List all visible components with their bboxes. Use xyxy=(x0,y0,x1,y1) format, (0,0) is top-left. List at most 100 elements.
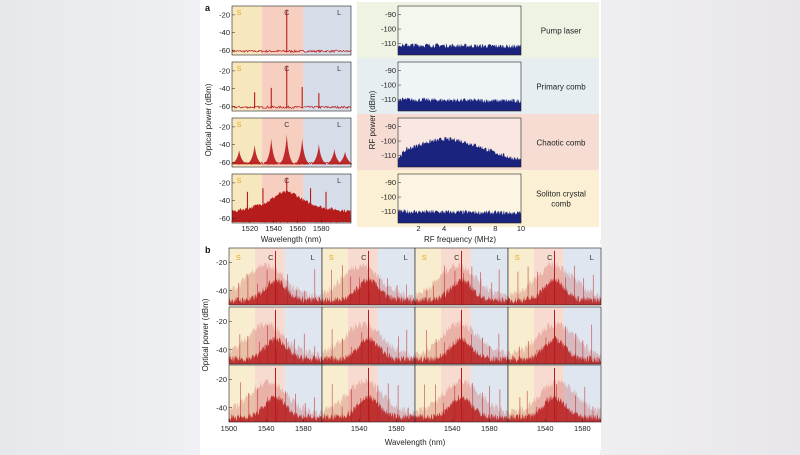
optical-plot-row-2: SCL-20-40-60 xyxy=(219,61,352,112)
band-s-region xyxy=(508,365,535,422)
rf-xtick-label: 2 xyxy=(416,224,420,233)
chaotic-comb-lobe-6 xyxy=(311,143,327,165)
band-label-l: L xyxy=(497,253,501,262)
band-label-s: S xyxy=(237,122,242,129)
b-ytick-label: -20 xyxy=(216,375,227,384)
band-label-s: S xyxy=(422,253,427,262)
chaotic-comb-lobe-1 xyxy=(231,150,247,165)
b-xtick-label: 1540 xyxy=(444,424,461,433)
spectrum-cell-r3-c3 xyxy=(414,364,509,423)
band-s-region xyxy=(322,248,349,305)
rf-ytick-label: -110 xyxy=(382,207,396,216)
band-l-region xyxy=(303,62,351,111)
spectrum-cell-r2-c1 xyxy=(228,306,323,365)
optical-xtick-label: 1540 xyxy=(265,224,282,233)
b-xtick-label: 1500 xyxy=(221,424,238,433)
panel-b-label: b xyxy=(205,245,211,255)
band-label-s: S xyxy=(515,253,520,262)
rf-row-label: Chaotic comb xyxy=(537,139,586,148)
band-label-c: C xyxy=(454,253,460,262)
panel-b-y-axis-title: Optical power (dBm) xyxy=(201,298,210,371)
b-xtick-label: 1540 xyxy=(351,424,368,433)
rf-plot-row-2: -90 -100 -110 Primary comb xyxy=(357,58,599,115)
optical-ytick-label: -40 xyxy=(219,28,230,37)
panel-a-label: a xyxy=(205,3,211,13)
rf-noise-spectrum xyxy=(398,42,521,55)
rf-ytick-label: -110 xyxy=(382,151,396,160)
spectrum-cell-r2-c3 xyxy=(414,306,509,365)
band-label-l: L xyxy=(337,178,341,185)
rf-ytick-label: -100 xyxy=(381,193,396,202)
optical-ytick-label: -60 xyxy=(219,46,230,55)
optical-xtick-label: 1560 xyxy=(289,224,306,233)
rf-ytick-label: -90 xyxy=(385,66,396,75)
optical-ytick-label: -60 xyxy=(219,102,230,111)
band-label-s: S xyxy=(237,178,242,185)
rf-plot-row-3: -90 -100 -110 Chaotic comb xyxy=(357,114,599,171)
band-c-region xyxy=(261,6,304,55)
rf-ytick-label: -100 xyxy=(381,81,396,90)
rf-ytick-label: -110 xyxy=(382,95,396,104)
soliton-comb-envelope xyxy=(232,190,351,223)
rf-xtick-label: 4 xyxy=(442,224,446,233)
optical-plot-frame xyxy=(231,61,352,112)
optical-ytick-label: -20 xyxy=(219,10,230,19)
band-s-region xyxy=(229,307,256,364)
chaotic-comb-lobe-7 xyxy=(326,149,342,165)
band-label-l: L xyxy=(404,253,408,262)
band-s-region xyxy=(415,248,442,305)
optical-plot-frame xyxy=(231,5,352,56)
spectrum-cell-r2-c2 xyxy=(321,306,416,365)
band-l-region xyxy=(303,6,351,55)
optical-plot-row-3: S C L -20 -40 -60 xyxy=(219,117,353,168)
band-s-region xyxy=(232,62,262,111)
optical-ytick-label: -60 xyxy=(219,214,230,223)
rf-noise-spectrum xyxy=(398,209,521,223)
rf-ytick-label: -90 xyxy=(385,10,396,19)
chaotic-comb-lobe-3 xyxy=(263,138,279,165)
optical-noise-floor xyxy=(231,105,351,110)
rf-ytick-label: -100 xyxy=(381,137,396,146)
band-s-region xyxy=(322,365,349,422)
band-label-l: L xyxy=(590,253,594,262)
b-xtick-label: 1540 xyxy=(537,424,554,433)
b-ytick-label: -20 xyxy=(216,258,227,267)
band-label-c: C xyxy=(547,253,553,262)
b-xtick-label: 1540 xyxy=(258,424,275,433)
b-ytick-label: -20 xyxy=(216,317,227,326)
band-c-region xyxy=(261,62,304,111)
b-xtick-label: 1580 xyxy=(574,424,591,433)
panel-b-x-axis-title: Wavelength (nm) xyxy=(385,438,446,447)
band-label-s: S xyxy=(237,66,242,73)
band-label-c: C xyxy=(268,253,274,262)
rf-row-label: Primary comb xyxy=(536,83,586,92)
optical-noise-floor xyxy=(231,49,351,54)
rf-noise-spectrum xyxy=(398,136,521,167)
optical-ytick-label: -40 xyxy=(219,84,230,93)
optical-xtick-label: 1520 xyxy=(242,224,259,233)
rf-row-label: Pump laser xyxy=(541,27,582,36)
b-xtick-label: 1580 xyxy=(295,424,312,433)
optical-ytick-label: -60 xyxy=(219,158,230,167)
optical-ytick-label: -40 xyxy=(219,140,230,149)
rf-row-label: Soliton crystal xyxy=(536,190,586,199)
rf-plot-frame xyxy=(397,173,522,224)
optical-x-axis-title: Wavelength (nm) xyxy=(261,235,322,244)
spectrum-cell-frame xyxy=(507,247,602,306)
b-xtick-label: 1580 xyxy=(481,424,498,433)
band-label-l: L xyxy=(337,66,341,73)
optical-ytick-label: -20 xyxy=(219,178,230,187)
band-s-region xyxy=(229,248,256,305)
optical-ytick-label: -20 xyxy=(219,66,230,75)
panel-b: b S C L S C L S C L S C L -20 -40 -20 -40 -20 -40 1500 1540 1… xyxy=(201,244,602,450)
rf-row-label: comb xyxy=(551,200,571,209)
optical-plot-row-4: SCL-20-40-60 xyxy=(219,173,352,224)
spectrum-cell-r3-c2 xyxy=(321,364,416,423)
